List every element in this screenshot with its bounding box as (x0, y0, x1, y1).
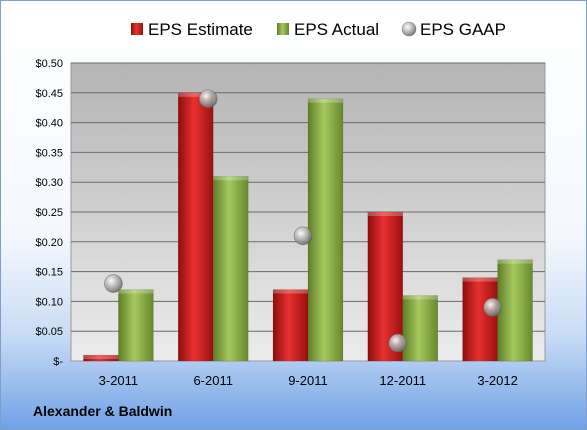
gaap-markers (104, 89, 502, 353)
y-tick-label: $0.45 (35, 88, 63, 100)
bar-top-highlight (462, 277, 498, 282)
y-tick-label: $0.15 (35, 267, 63, 279)
legend-label: EPS Estimate (148, 20, 253, 39)
marker-eps-gaap (483, 298, 502, 317)
y-tick-label: $0.05 (35, 326, 63, 338)
legend-swatch (131, 23, 143, 35)
bar-eps-actual (307, 98, 344, 362)
x-axis-ticks: 3-2011 6-2011 9-2011 12-2011 3-2012 (99, 373, 518, 388)
bar-top-highlight (83, 355, 119, 360)
y-tick-label: $0.10 (35, 296, 63, 308)
bar-top-highlight (367, 212, 403, 216)
y-tick-label: $0.25 (35, 207, 63, 219)
bar-top-highlight (178, 92, 214, 97)
bar-eps-actual (497, 259, 533, 362)
bar-eps-estimate (177, 92, 214, 362)
bar-eps-actual (212, 175, 249, 362)
bar-top-highlight (497, 259, 533, 264)
marker-eps-gaap (293, 226, 313, 246)
bar-top-highlight (308, 98, 343, 103)
marker-eps-gaap (104, 274, 123, 293)
x-tick-label: 3-2012 (477, 373, 517, 388)
bar-top-highlight (213, 176, 249, 181)
legend: EPS Estimate EPS Actual EPS GAAP (131, 20, 506, 39)
legend-label: EPS GAAP (420, 20, 506, 39)
x-tick-label: 3-2011 (99, 373, 139, 388)
bar-top-highlight (273, 289, 308, 294)
bar-eps-estimate (272, 289, 309, 362)
y-tick-label: $0.40 (35, 118, 63, 130)
y-tick-label: $0.20 (35, 237, 63, 249)
x-tick-label: 9-2011 (288, 373, 328, 388)
y-tick-label: $0.30 (35, 177, 63, 189)
bar-top-highlight (118, 289, 154, 294)
legend-swatch (401, 21, 417, 37)
marker-eps-gaap (198, 89, 218, 109)
marker-eps-gaap (388, 333, 408, 353)
eps-chart: $- $0.05 $0.10 $0.15 $0.20 $0.25 $0.30 $0.35 $0.… (35, 20, 546, 388)
bar-eps-estimate (462, 277, 498, 362)
bar-top-highlight (402, 295, 438, 300)
y-tick-label: $0.50 (35, 58, 63, 70)
company-name: Alexander & Baldwin (33, 403, 173, 419)
bar-eps-actual (402, 295, 439, 362)
bars (83, 92, 533, 362)
x-tick-label: 12-2011 (379, 373, 426, 388)
x-tick-label: 6-2011 (193, 373, 233, 388)
y-tick-label: $- (53, 356, 63, 368)
legend-swatch (277, 23, 289, 35)
y-axis-ticks: $- $0.05 $0.10 $0.15 $0.20 $0.25 $0.30 $0.35 $0.… (35, 58, 63, 368)
y-tick-label: $0.35 (35, 147, 63, 159)
legend-label: EPS Actual (294, 20, 379, 39)
bar-eps-actual (118, 289, 154, 362)
